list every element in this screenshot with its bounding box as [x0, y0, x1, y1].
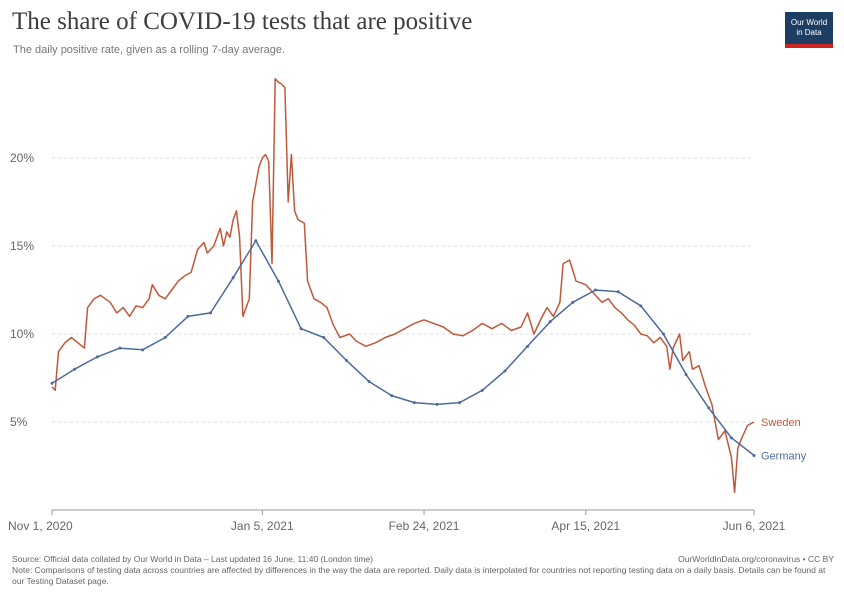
- series-lines: [50, 78, 756, 494]
- germany-point: [616, 290, 620, 294]
- germany-point: [548, 320, 552, 324]
- germany-point: [593, 288, 597, 292]
- germany-point: [254, 239, 258, 243]
- owid-logo[interactable]: Our World in Data: [785, 12, 833, 48]
- chart-subtitle: The daily positive rate, given as a roll…: [13, 44, 286, 56]
- chart-footer: Source: Official data collated by Our Wo…: [12, 554, 834, 587]
- germany-point: [231, 276, 235, 280]
- y-axis-ticks: 5% 10% 15% 20%: [10, 151, 34, 429]
- germany-point: [684, 372, 688, 376]
- germany-point: [571, 300, 575, 304]
- logo-line-1: Our World: [790, 18, 828, 27]
- y-tick-label: 5%: [10, 415, 28, 429]
- series-labels: Sweden Germany: [761, 417, 807, 462]
- sweden-label: Sweden: [761, 417, 801, 429]
- germany-point: [412, 401, 416, 405]
- germany-label: Germany: [761, 450, 807, 462]
- germany-point: [480, 388, 484, 392]
- germany-point: [367, 380, 371, 384]
- germany-point: [50, 381, 54, 385]
- germany-point: [661, 332, 665, 336]
- germany-point: [209, 311, 213, 315]
- germany-point: [95, 355, 99, 359]
- methodology-note: Note: Comparisons of testing data across…: [12, 565, 826, 586]
- gridlines: [52, 157, 754, 423]
- germany-point: [141, 348, 145, 352]
- germany-point: [435, 402, 439, 406]
- chart-title: The share of COVID-19 tests that are pos…: [12, 8, 473, 35]
- x-tick-label: Jun 6, 2021: [723, 519, 786, 533]
- x-axis-ticks: Nov 1, 2020 Jan 5, 2021 Feb 24, 2021 Apr 15…: [8, 510, 786, 533]
- germany-point: [503, 369, 507, 373]
- y-tick-label: 10%: [10, 327, 34, 341]
- germany-point: [752, 453, 756, 457]
- germany-point: [526, 344, 530, 348]
- line-chart: 5% 10% 15% 20% Nov 1, 2020 Jan 5, 2021 Feb 24…: [8, 78, 807, 533]
- y-tick-label: 20%: [10, 151, 34, 165]
- sweden-line[interactable]: [51, 78, 755, 494]
- germany-point: [458, 401, 462, 405]
- germany-point: [276, 279, 280, 283]
- germany-line[interactable]: [51, 239, 755, 456]
- germany-point: [73, 367, 77, 371]
- germany-point: [322, 336, 326, 340]
- germany-point: [729, 436, 733, 440]
- y-tick-label: 15%: [10, 239, 34, 253]
- x-tick-label: Apr 15, 2021: [551, 519, 620, 533]
- germany-point: [186, 314, 190, 318]
- germany-point: [163, 336, 167, 340]
- license-link[interactable]: OurWorldInData.org/coronavirus • CC BY: [678, 554, 834, 564]
- x-tick-label: Feb 24, 2021: [389, 519, 460, 533]
- x-tick-label: Jan 5, 2021: [231, 519, 294, 533]
- logo-line-2: in Data: [796, 28, 822, 37]
- germany-point: [118, 346, 122, 350]
- germany-point: [344, 358, 348, 362]
- germany-point: [299, 327, 303, 331]
- source-note: Source: Official data collated by Our Wo…: [12, 554, 373, 564]
- germany-point: [390, 394, 394, 398]
- germany-point: [639, 304, 643, 308]
- x-tick-label: Nov 1, 2020: [8, 519, 73, 533]
- germany-point: [707, 406, 711, 410]
